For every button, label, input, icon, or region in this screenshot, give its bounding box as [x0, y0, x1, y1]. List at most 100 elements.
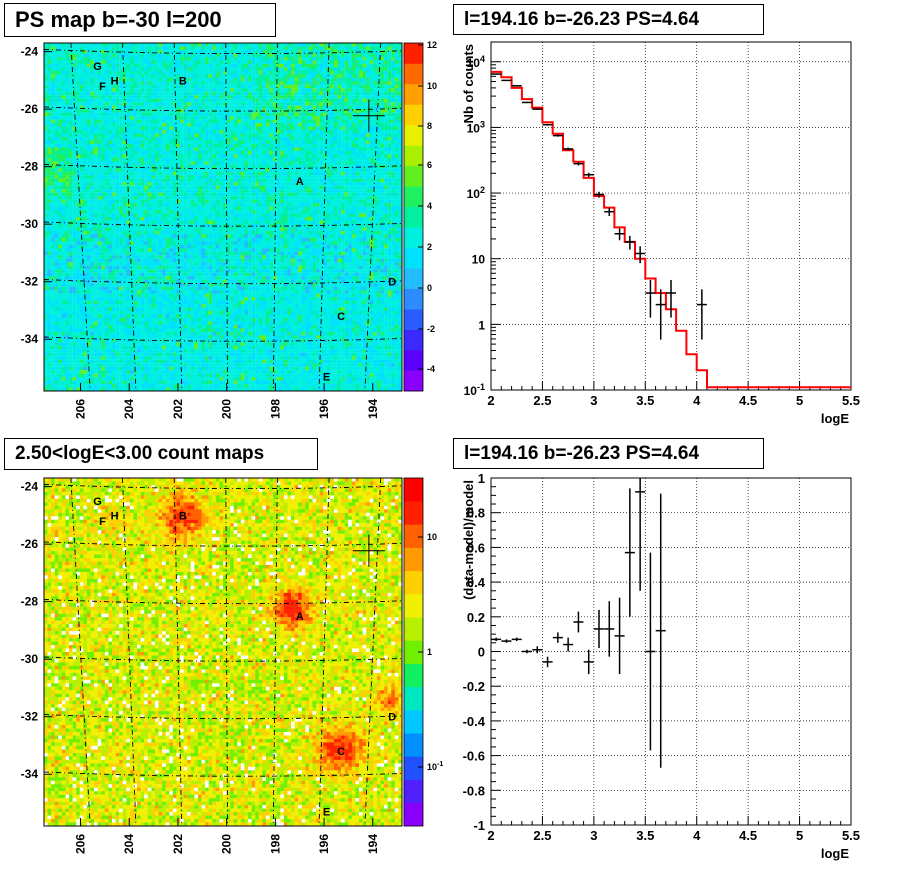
top-pixel: [180, 49, 184, 54]
top-pixel: [104, 136, 109, 141]
top-pixel: [212, 168, 216, 172]
top-pixel: [165, 102, 170, 106]
top-pixel: [158, 356, 163, 360]
top-pixel: [47, 98, 52, 103]
top-pixel: [122, 203, 127, 207]
top-pixel: [158, 244, 163, 249]
top-pixel: [79, 182, 84, 186]
top-pixel: [208, 67, 213, 71]
top-pixel: [194, 217, 199, 221]
top-pixel: [205, 307, 209, 312]
top-pixel: [212, 91, 216, 96]
top-pixel: [61, 363, 66, 367]
top-pixel: [144, 272, 148, 277]
top-pixel: [69, 237, 73, 242]
top-pixel: [69, 168, 73, 172]
top-pixel: [151, 265, 156, 270]
top-pixel: [169, 363, 174, 367]
top-pixel: [137, 164, 141, 169]
top-pixel: [158, 377, 163, 381]
top-pixel: [129, 377, 134, 381]
top-pixel: [79, 102, 84, 106]
top-pixel: [94, 182, 98, 186]
top-pixel: [47, 241, 52, 245]
top-pixel: [190, 182, 195, 186]
top-pixel: [147, 123, 152, 127]
top-pixel: [169, 359, 174, 364]
top-pixel: [119, 199, 123, 204]
top-pixel: [187, 192, 191, 197]
top-pixel: [79, 230, 84, 235]
top-pixel: [215, 290, 220, 294]
top-pixel: [151, 324, 156, 329]
top-pixel: [183, 220, 188, 225]
top-pixel: [101, 220, 106, 225]
top-pixel: [144, 136, 148, 141]
top-pixel: [162, 150, 166, 155]
top-pixel: [83, 230, 88, 235]
top-pixel: [83, 363, 88, 367]
top-pixel: [76, 105, 80, 110]
top-pixel: [129, 304, 134, 308]
top-pixel: [172, 230, 177, 235]
top-pixel: [90, 74, 95, 78]
top-pixel: [94, 342, 98, 346]
top-pixel: [65, 338, 70, 343]
top-pixel: [140, 324, 145, 329]
top-pixel: [176, 136, 181, 141]
top-pixel: [104, 81, 109, 85]
top-pixel: [47, 88, 52, 92]
top-pixel: [58, 387, 63, 392]
top-pixel: [212, 297, 216, 301]
top-pixel: [197, 366, 202, 371]
top-pixel: [187, 234, 191, 239]
top-pixel: [61, 293, 66, 298]
top-pixel: [133, 262, 138, 266]
top-pixel: [86, 67, 91, 71]
top-pixel: [108, 317, 113, 322]
top-pixel: [97, 67, 102, 71]
top-pixel: [215, 116, 220, 120]
top-pixel: [54, 130, 59, 134]
top-pixel: [147, 377, 152, 381]
top-pixel: [112, 147, 116, 152]
top-pixel: [151, 363, 156, 367]
top-pixel: [51, 384, 55, 388]
top-pixel: [176, 297, 181, 301]
top-pixel: [169, 293, 174, 298]
top-pixel: [172, 182, 177, 186]
top-pixel: [154, 377, 159, 381]
top-pixel: [140, 171, 145, 176]
top-pixel: [133, 206, 138, 211]
top-pixel: [83, 185, 88, 190]
top-pixel: [140, 244, 145, 249]
top-pixel: [126, 217, 131, 221]
top-pixel: [154, 130, 159, 134]
top-pixel: [144, 213, 148, 218]
top-pixel: [58, 168, 63, 172]
top-pixel: [104, 102, 109, 106]
top-pixel: [126, 317, 131, 322]
top-pixel: [65, 70, 70, 75]
top-pixel: [122, 304, 127, 308]
top-pixel: [72, 70, 77, 75]
top-pixel: [65, 276, 70, 280]
top-pixel: [122, 217, 127, 221]
top-pixel: [51, 105, 55, 110]
top-pixel: [90, 258, 95, 263]
top-pixel: [76, 293, 80, 298]
top-pixel: [212, 88, 216, 92]
top-pixel: [112, 258, 116, 263]
top-pixel: [115, 331, 120, 336]
top-pixel: [172, 140, 177, 145]
top-pixel: [119, 109, 123, 113]
top-pixel: [197, 98, 202, 103]
top-pixel: [137, 227, 141, 232]
top-pixel: [147, 164, 152, 169]
top-pixel: [197, 56, 202, 61]
top-pixel: [165, 95, 170, 99]
top-pixel: [115, 74, 120, 78]
top-pixel: [47, 373, 52, 378]
top-pixel: [187, 203, 191, 207]
top-pixel: [97, 88, 102, 92]
